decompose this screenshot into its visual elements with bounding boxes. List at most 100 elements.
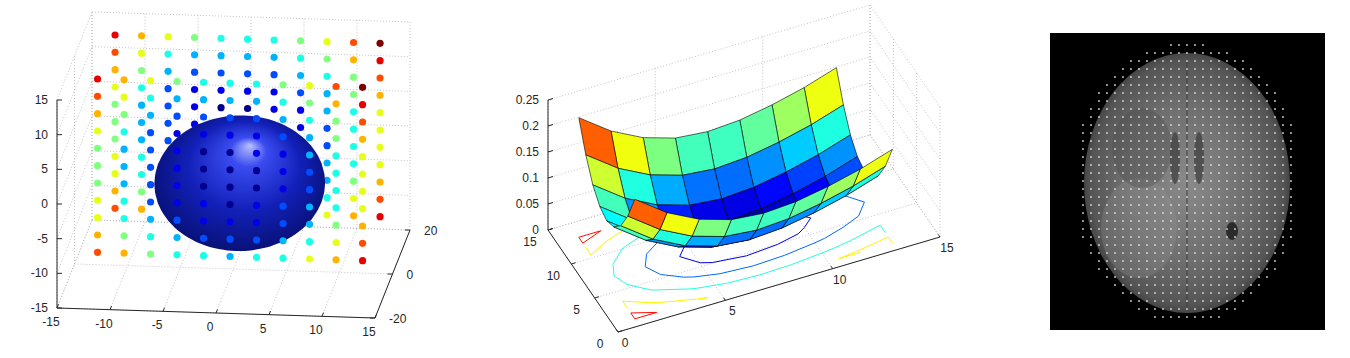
sample-point [1170,76,1172,78]
sample-point [1170,252,1172,254]
sample-point [1218,148,1220,150]
sample-point [1114,132,1116,134]
sample-point [1210,60,1212,62]
scatter-point [323,107,330,114]
sample-point [1202,76,1204,78]
sample-point [1258,124,1260,126]
sample-point [1154,300,1156,302]
sample-point [1162,76,1164,78]
sample-point [1146,252,1148,254]
scatter-point [217,87,224,94]
sample-point [1234,100,1236,102]
scatter-point [306,99,313,106]
sample-point [1178,172,1180,174]
sample-point [1282,132,1284,134]
sample-point [1282,148,1284,150]
tick-label: -15 [42,315,60,329]
sample-point [1186,204,1188,206]
sample-point [1138,68,1140,70]
scatter-point [350,39,357,46]
sample-point [1162,292,1164,294]
sample-point [1274,156,1276,158]
sample-point [1162,124,1164,126]
sample-point [1106,244,1108,246]
sample-point [1170,268,1172,270]
grid-line [57,12,92,100]
sample-point [1178,164,1180,166]
sample-point [1186,116,1188,118]
scatter-point [120,180,127,187]
sample-point [1282,116,1284,118]
sample-point [1122,292,1124,294]
sample-point [1138,108,1140,110]
sample-point [1210,196,1212,198]
scatter-point [332,222,339,229]
sample-point [1178,188,1180,190]
sample-point [1234,244,1236,246]
tick [831,266,833,269]
sample-point [1130,140,1132,142]
tick-label: 15 [523,235,537,249]
scatter-point [147,181,154,188]
sample-point [1098,100,1100,102]
grid-line [110,222,145,310]
sample-point [1178,92,1180,94]
tick-label: -5 [152,318,163,332]
sample-point [1234,212,1236,214]
sample-point [1170,260,1172,262]
scatter-point [253,254,260,261]
scatter-point [306,255,313,262]
scatter-point [217,104,224,111]
sample-point [1122,188,1124,190]
sample-point [1290,220,1292,222]
sample-point [1290,180,1292,182]
scatter-point [270,106,277,113]
sample-point [1106,116,1108,118]
sample-point [1154,156,1156,158]
sample-point [1130,204,1132,206]
sample-point [1106,180,1108,182]
sample-point [1258,260,1260,262]
sample-point [1098,212,1100,214]
sample-point [1130,164,1132,166]
sample-point [1098,196,1100,198]
figure: -15-10-5051015-20020-15-10-5051015051015… [0,0,1350,358]
sample-point [1138,60,1140,62]
sample-point [1098,236,1100,238]
sample-point [1218,172,1220,174]
sample-point [1170,116,1172,118]
sample-point [1162,148,1164,150]
sample-point [1138,244,1140,246]
sample-point [1146,84,1148,86]
scatter-point [359,205,366,212]
scatter-point [279,237,286,244]
sample-point [1114,180,1116,182]
sample-point [1170,44,1172,46]
sample-point [1178,252,1180,254]
sample-point [1226,84,1228,86]
scatter-point [376,196,383,203]
sample-point [1274,228,1276,230]
sample-point [1202,300,1204,302]
sample-point [1250,220,1252,222]
sample-point [1218,76,1220,78]
sample-point [1250,132,1252,134]
sample-point [1146,268,1148,270]
sample-point [1274,244,1276,246]
scatter-point [332,135,339,142]
sample-point [1138,260,1140,262]
sample-point [1090,132,1092,134]
sample-point [1154,132,1156,134]
sample-point [1178,100,1180,102]
tick-label: 0.05 [516,197,540,211]
sample-point [1098,124,1100,126]
tick [57,100,62,101]
sample-point [1242,204,1244,206]
sample-point [1130,228,1132,230]
scatter-point [94,162,101,169]
sample-point [1226,68,1228,70]
scatter-point [173,147,180,154]
scatter-point [120,250,127,257]
sample-point [1242,132,1244,134]
sample-point [1178,268,1180,270]
